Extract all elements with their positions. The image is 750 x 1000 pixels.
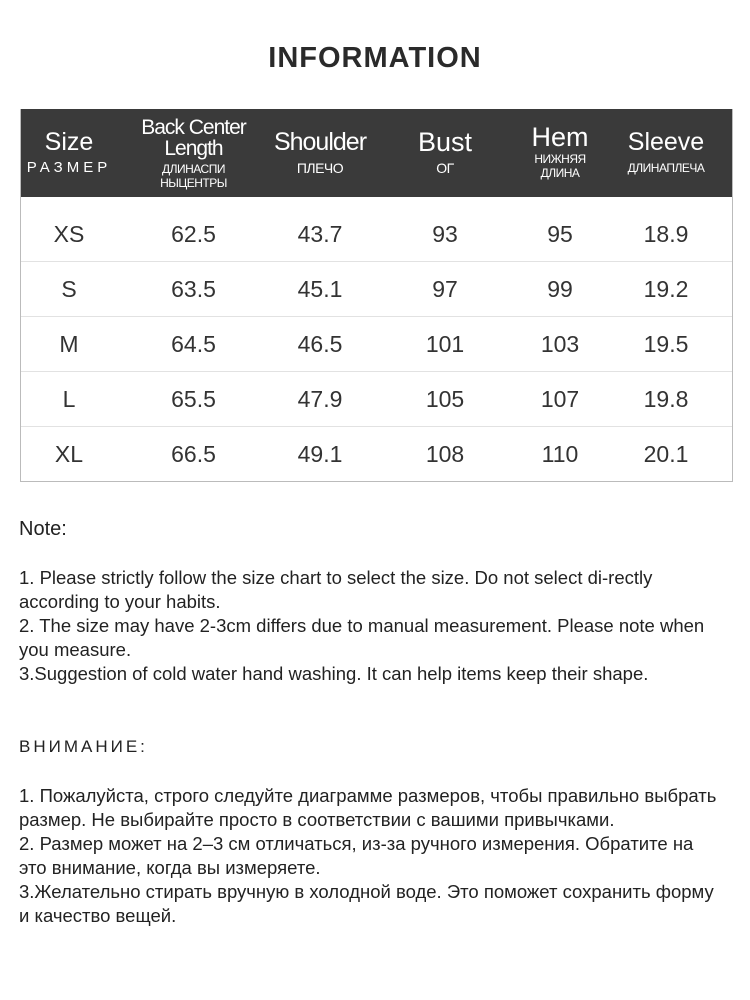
table-cell: 63.5 xyxy=(171,275,216,302)
note-line: 2. The size may have 2-3cm differs due t… xyxy=(19,615,705,660)
table-cell: S xyxy=(61,275,77,302)
table-cell: 47.9 xyxy=(297,385,343,412)
header-ru: НИЖНЯЯ ДЛИНА xyxy=(534,152,586,180)
note-line: 3.Suggestion of cold water hand washing.… xyxy=(19,663,649,684)
note-heading: Note: xyxy=(19,518,67,540)
table-cell: 19.8 xyxy=(643,385,689,412)
header-en: Shoulder xyxy=(273,128,367,156)
header-en: Sleeve xyxy=(627,128,705,156)
header-ru: ДЛИНАПЛЕЧА xyxy=(627,161,705,175)
note-ru-line: 2. Размер может на 2–3 см отличаться, из… xyxy=(19,833,694,878)
table-cell: L xyxy=(62,385,76,412)
table-row: L 65.5 47.9 105 107 19.8 xyxy=(21,371,732,426)
header-ru: РАЗМЕР xyxy=(26,159,112,176)
header-hem: Hem НИЖНЯЯ ДЛИНА xyxy=(520,109,600,197)
table-cell: 18.9 xyxy=(643,220,689,247)
table-cell: 43.7 xyxy=(297,220,343,247)
table-cell: 110 xyxy=(541,440,579,467)
table-cell: 105 xyxy=(425,385,465,412)
page-title: INFORMATION xyxy=(268,42,482,74)
table-cell: 45.1 xyxy=(297,275,343,302)
table-cell: 103 xyxy=(540,330,580,357)
table-cell: 19.5 xyxy=(643,330,689,357)
table-cell: 95 xyxy=(547,220,573,247)
table-cell: XL xyxy=(54,440,84,467)
table-cell: M xyxy=(59,330,79,357)
note-ru-text: 1. Пожалуйста, строго следуйте диаграмме… xyxy=(19,784,719,928)
header-back-length: Back Center Length ДЛИНАСПИ НЫЦЕНТРЫ xyxy=(117,109,270,197)
table-cell: 101 xyxy=(425,330,465,357)
header-sleeve: Sleeve ДЛИНАПЛЕЧА xyxy=(600,109,732,197)
header-ru: ПЛЕЧО xyxy=(296,160,344,176)
table-body: XS 62.5 43.7 93 95 18.9 S 63.5 45.1 97 99 19.2 M 64.5… xyxy=(21,207,732,481)
table-row: M 64.5 46.5 101 103 19.5 xyxy=(21,316,732,371)
note-line: 1. Please strictly follow the size chart… xyxy=(19,567,653,612)
table-cell: 65.5 xyxy=(171,385,216,412)
table-header: Size РАЗМЕР Back Center Length ДЛИНАСПИ НЫ… xyxy=(21,109,732,197)
note-ru-line: 1. Пожалуйста, строго следуйте диаграмме… xyxy=(19,785,717,830)
table-cell: 64.5 xyxy=(171,330,216,357)
table-cell: 46.5 xyxy=(297,330,343,357)
table-cell: 19.2 xyxy=(643,275,689,302)
header-en: Bust xyxy=(417,127,473,157)
size-table: Size РАЗМЕР Back Center Length ДЛИНАСПИ НЫ… xyxy=(20,109,733,482)
table-cell: 62.5 xyxy=(171,220,216,247)
header-en: Hem xyxy=(531,122,589,152)
table-cell: 20.1 xyxy=(643,440,689,467)
header-ru: ДЛИНАСПИ НЫЦЕНТРЫ xyxy=(160,161,227,190)
table-row: S 63.5 45.1 97 99 19.2 xyxy=(21,261,732,316)
header-bust: Bust ОГ xyxy=(370,109,520,197)
table-cell: 49.1 xyxy=(297,440,343,467)
table-cell: 107 xyxy=(540,385,580,412)
table-cell: 108 xyxy=(425,440,465,467)
table-row: XS 62.5 43.7 93 95 18.9 xyxy=(21,207,732,261)
header-ru: ОГ xyxy=(436,160,454,176)
table-cell: XS xyxy=(53,220,85,247)
header-shoulder: Shoulder ПЛЕЧО xyxy=(270,109,370,197)
header-en: Size xyxy=(44,128,94,156)
table-row: XL 66.5 49.1 108 110 20.1 xyxy=(21,426,732,481)
table-cell: 93 xyxy=(432,220,458,247)
note-ru-heading: ВНИМАНИЕ: xyxy=(19,737,148,756)
header-en: Back Center Length xyxy=(141,115,247,160)
note-text: 1. Please strictly follow the size chart… xyxy=(19,566,719,686)
table-cell: 99 xyxy=(547,275,573,302)
header-size: Size РАЗМЕР xyxy=(21,109,117,197)
table-cell: 97 xyxy=(432,275,458,302)
note-ru-line: 3.Желательно стирать вручную в холодной … xyxy=(19,881,714,926)
table-cell: 66.5 xyxy=(171,440,216,467)
